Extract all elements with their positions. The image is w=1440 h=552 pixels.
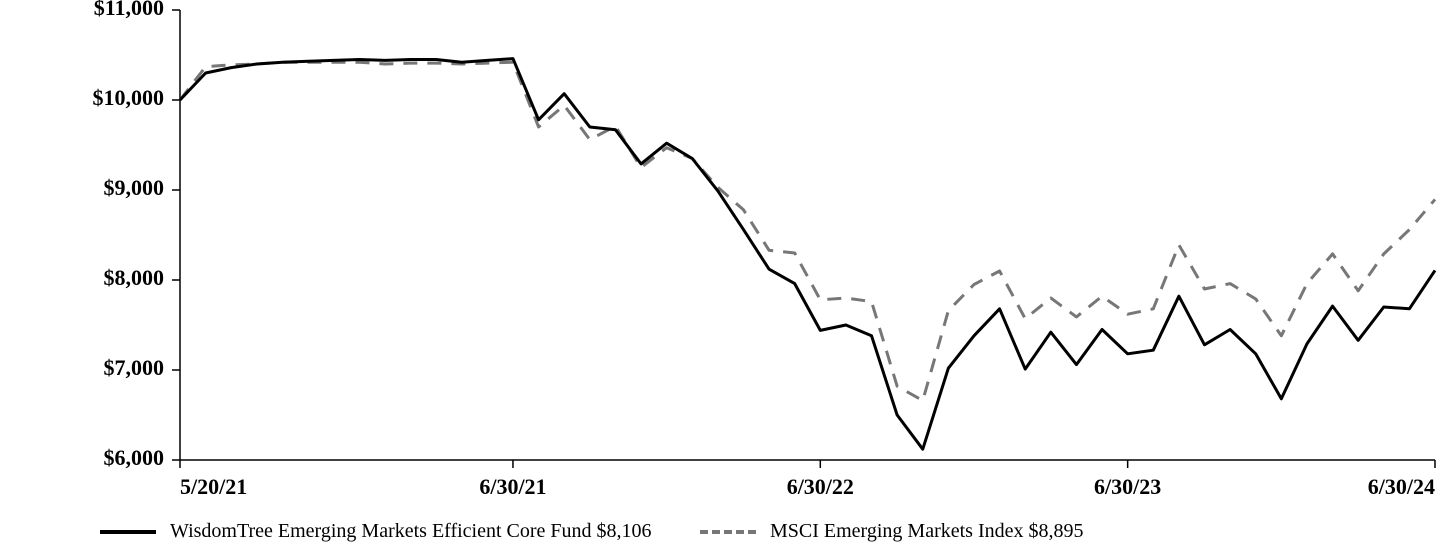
svg-text:$11,000: $11,000 (94, 0, 164, 20)
svg-text:$10,000: $10,000 (93, 85, 165, 110)
svg-text:6/30/23: 6/30/23 (1094, 474, 1161, 499)
legend-swatch-0 (100, 530, 156, 534)
legend-item-series-0: WisdomTree Emerging Markets Efficient Co… (100, 520, 652, 543)
legend-item-series-1: MSCI Emerging Markets Index $8,895 (700, 520, 1084, 543)
legend-label-0: WisdomTree Emerging Markets Efficient Co… (170, 520, 652, 543)
svg-text:$6,000: $6,000 (104, 445, 165, 470)
svg-text:$7,000: $7,000 (104, 355, 165, 380)
svg-text:$9,000: $9,000 (104, 175, 165, 200)
legend-label-1: MSCI Emerging Markets Index $8,895 (770, 520, 1084, 543)
svg-text:5/20/21: 5/20/21 (180, 474, 247, 499)
growth-chart: $6,000 $7,000 $8,000 $9,000 $10,000 $11,000 5/… (0, 0, 1440, 552)
svg-text:6/30/24: 6/30/24 (1368, 474, 1435, 499)
svg-text:6/30/22: 6/30/22 (787, 474, 854, 499)
svg-text:$8,000: $8,000 (104, 265, 165, 290)
legend-swatch-1 (700, 530, 756, 534)
svg-text:6/30/21: 6/30/21 (479, 474, 546, 499)
chart-svg: $6,000 $7,000 $8,000 $9,000 $10,000 $11,000 5/… (0, 0, 1440, 552)
